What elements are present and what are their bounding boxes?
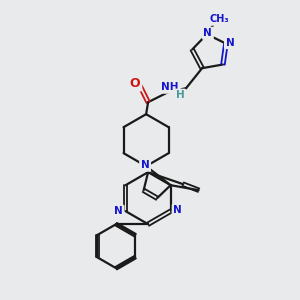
Text: NH: NH (161, 82, 179, 92)
Text: O: O (130, 77, 140, 90)
Text: N: N (173, 205, 182, 215)
Text: N: N (114, 206, 123, 216)
Text: CH₃: CH₃ (209, 14, 229, 24)
Text: H: H (176, 90, 184, 100)
Text: N: N (203, 28, 212, 38)
Text: N: N (141, 160, 149, 170)
Text: N: N (226, 38, 234, 47)
